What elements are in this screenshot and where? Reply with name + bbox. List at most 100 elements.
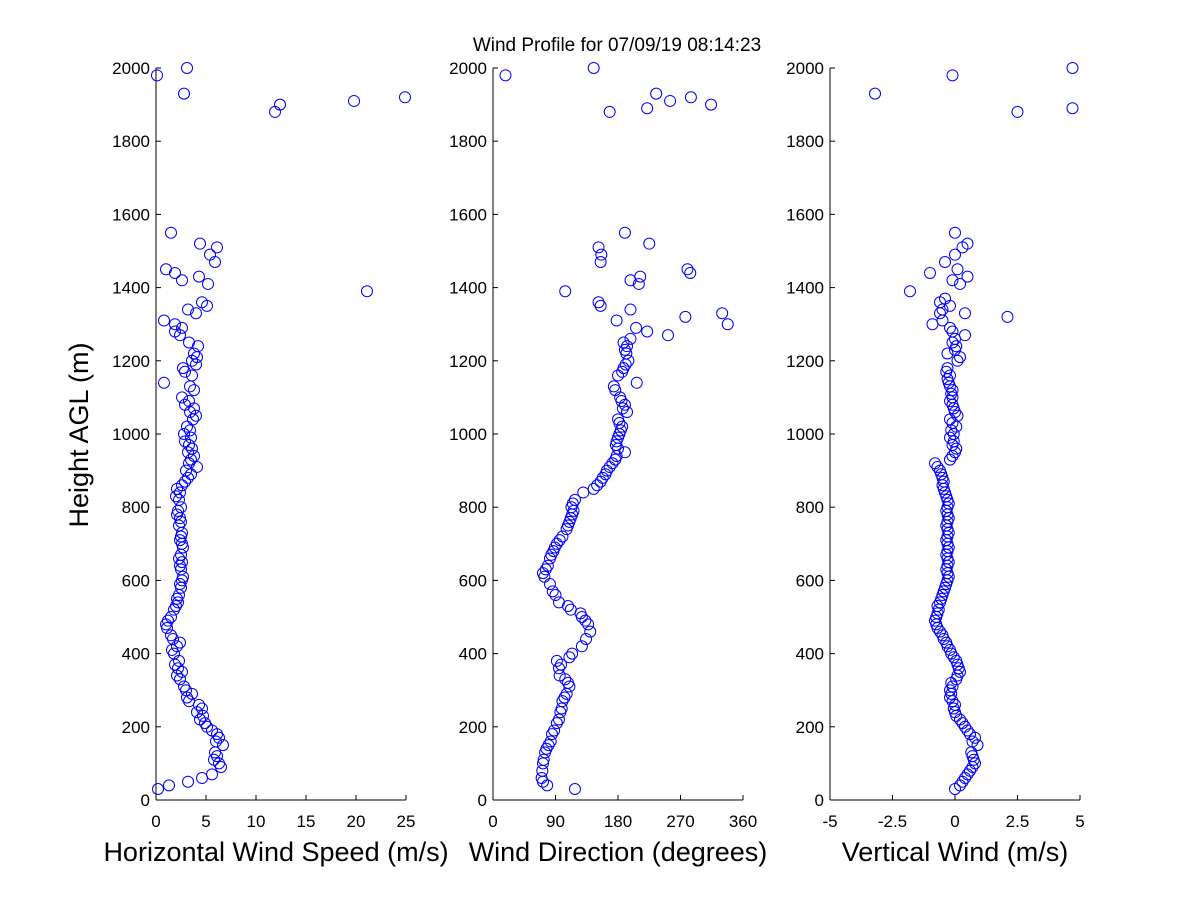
y-tick-label: 800 <box>796 498 824 517</box>
x-tick-label: 90 <box>546 812 565 831</box>
data-point <box>632 277 645 290</box>
data-point <box>959 329 971 342</box>
data-point <box>959 720 971 733</box>
data-point <box>568 783 581 796</box>
data-point <box>944 453 956 466</box>
data-point <box>643 237 656 250</box>
data-point <box>206 768 218 781</box>
data-point <box>684 266 697 279</box>
data-point <box>555 658 568 671</box>
data-point <box>954 277 966 290</box>
x-tick-label: 0 <box>488 812 497 831</box>
data-point <box>577 486 590 499</box>
y-tick-label: 0 <box>478 791 487 810</box>
data-point <box>204 248 216 261</box>
data-point <box>211 241 223 254</box>
data-point <box>535 772 548 785</box>
data-point <box>186 687 198 700</box>
data-point <box>177 541 189 554</box>
x-tick-label: 15 <box>297 812 316 831</box>
data-point <box>954 351 966 364</box>
data-point <box>158 376 170 389</box>
data-point <box>946 695 959 708</box>
data-point <box>152 783 164 796</box>
data-point <box>949 226 961 239</box>
data-point <box>185 453 197 466</box>
data-point <box>176 391 188 404</box>
data-point <box>188 449 200 462</box>
data-point <box>537 753 550 766</box>
data-point <box>176 556 188 569</box>
data-point <box>944 395 956 408</box>
data-point <box>177 570 189 583</box>
data-point <box>941 347 954 360</box>
data-point <box>869 87 881 100</box>
y-tick-label: 200 <box>122 718 150 737</box>
data-point <box>610 314 623 327</box>
data-point <box>210 735 222 748</box>
data-point <box>191 460 203 473</box>
data-point <box>177 362 189 375</box>
x-tick-label: 20 <box>347 812 366 831</box>
data-point <box>209 255 221 268</box>
data-point <box>634 270 647 283</box>
data-point <box>594 255 607 268</box>
data-point <box>951 263 964 276</box>
x-tick-label: 2.5 <box>1006 812 1030 831</box>
y-tick-label: 1600 <box>112 205 150 224</box>
data-point <box>184 424 196 437</box>
data-point <box>186 369 198 382</box>
data-point <box>1066 62 1079 74</box>
data-point <box>941 362 954 375</box>
x-axis-label: Wind Direction (degrees) <box>469 837 768 867</box>
data-point <box>603 105 616 118</box>
data-point <box>183 438 195 451</box>
data-point <box>924 266 936 279</box>
data-point <box>944 684 956 697</box>
x-tick-label: -2.5 <box>878 812 907 831</box>
y-tick-label: 600 <box>459 571 487 590</box>
data-point <box>172 504 184 517</box>
data-point <box>181 62 193 74</box>
data-point <box>499 69 512 82</box>
data-point <box>562 676 574 689</box>
data-point <box>566 647 579 660</box>
data-point <box>208 753 220 766</box>
data-point <box>939 292 951 305</box>
data-point <box>182 446 194 459</box>
data-point <box>959 772 971 785</box>
data-point <box>716 307 729 320</box>
x-tick-label: -5 <box>822 812 837 831</box>
data-point <box>944 643 956 656</box>
data-point <box>944 431 956 444</box>
data-point <box>169 325 181 338</box>
data-point <box>592 241 605 254</box>
x-tick-label: 180 <box>604 812 632 831</box>
data-point <box>202 277 214 290</box>
y-tick-label: 1800 <box>112 132 150 151</box>
data-point <box>176 665 188 678</box>
data-point <box>172 662 184 675</box>
data-point <box>946 384 959 397</box>
data-point <box>169 318 181 331</box>
data-point <box>684 91 697 104</box>
y-tick-label: 2000 <box>786 59 824 78</box>
y-tick-label: 400 <box>122 645 150 664</box>
data-point <box>592 296 605 309</box>
data-point <box>949 332 961 345</box>
data-point <box>174 486 186 499</box>
data-point <box>194 237 206 250</box>
data-point <box>949 248 961 261</box>
data-point <box>929 457 941 470</box>
data-point <box>641 325 654 338</box>
data-point <box>624 332 637 345</box>
data-point <box>165 226 177 239</box>
data-point <box>679 310 692 323</box>
data-point <box>621 406 634 419</box>
data-point <box>193 270 205 283</box>
data-point <box>961 270 974 283</box>
data-point <box>176 526 188 539</box>
data-point <box>552 713 565 726</box>
data-point <box>926 318 939 331</box>
